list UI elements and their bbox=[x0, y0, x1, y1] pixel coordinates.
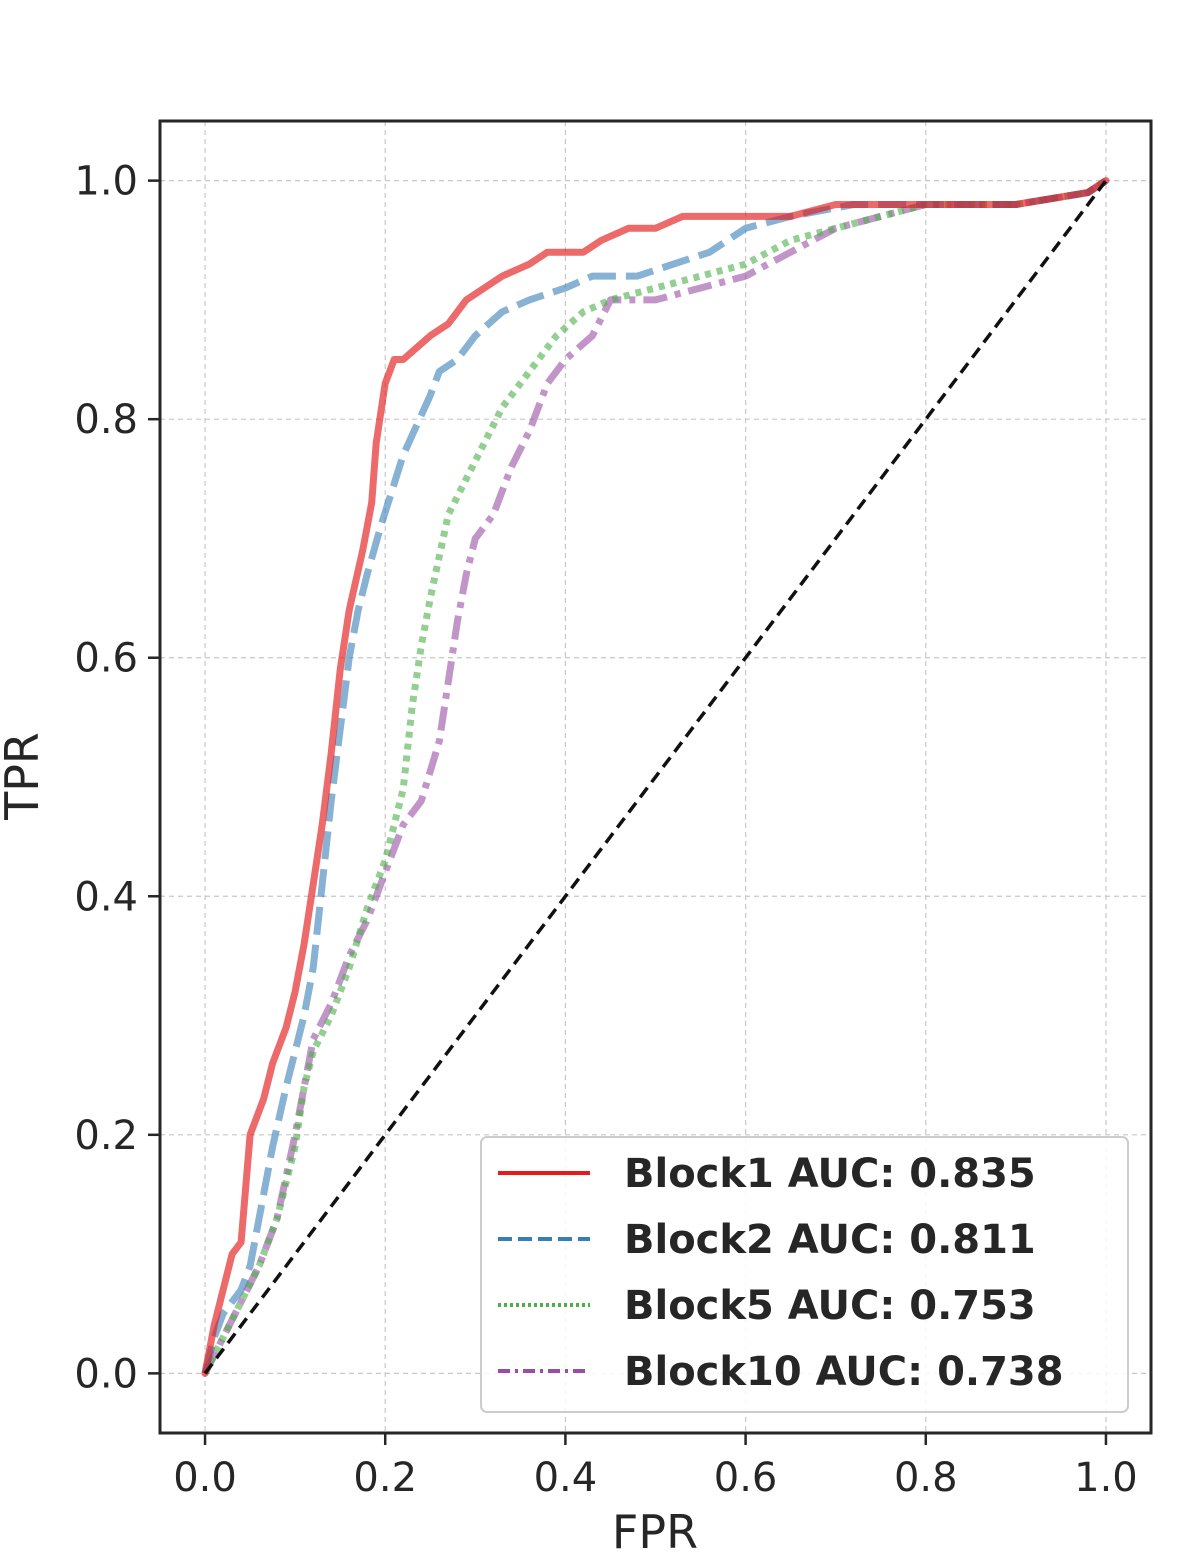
y-tick-label: 0.0 bbox=[74, 1351, 138, 1397]
y-tick-label: 0.4 bbox=[74, 874, 138, 920]
x-tick-label: 0.6 bbox=[714, 1455, 778, 1501]
x-tick-label: 1.0 bbox=[1074, 1455, 1138, 1501]
series-line-2 bbox=[201, 177, 1108, 1375]
legend-box bbox=[480, 1136, 1129, 1413]
x-tick-label: 0.0 bbox=[173, 1455, 237, 1501]
x-axis-label: FPR bbox=[612, 1505, 698, 1555]
y-axis-ticks: 0.0 0.2 0.4 0.6 0.8 1.0 bbox=[74, 159, 160, 1397]
series-layer bbox=[201, 177, 1110, 1377]
legend-label-2: Block2 AUC: 0.811 bbox=[624, 1217, 1036, 1263]
x-tick-label: 0.2 bbox=[353, 1455, 417, 1501]
series-line-4 bbox=[201, 177, 1108, 1375]
grid-horizontal bbox=[160, 180, 1151, 1374]
series-line-1 bbox=[201, 177, 1110, 1377]
y-tick-label: 0.8 bbox=[74, 397, 138, 443]
y-axis-label: TPR bbox=[0, 732, 49, 821]
legend-label-1: Block1 AUC: 0.835 bbox=[624, 1151, 1036, 1197]
axes-frame bbox=[158, 119, 1153, 1435]
legend-label-4: Block10 AUC: 0.738 bbox=[624, 1349, 1064, 1395]
legend: Block1 AUC: 0.835 Block2 AUC: 0.811 Block5… bbox=[480, 1136, 1129, 1413]
x-tick-label: 0.8 bbox=[894, 1455, 958, 1501]
y-tick-label: 0.2 bbox=[74, 1113, 138, 1159]
x-tick-label: 0.4 bbox=[534, 1455, 598, 1501]
chance-diagonal-line bbox=[203, 179, 1108, 1375]
y-tick-label: 1.0 bbox=[74, 159, 138, 205]
y-tick-label: 0.6 bbox=[74, 636, 138, 682]
legend-label-3: Block5 AUC: 0.753 bbox=[624, 1283, 1036, 1329]
x-axis-ticks: 0.0 0.2 0.4 0.6 0.8 1.0 bbox=[173, 1433, 1138, 1501]
